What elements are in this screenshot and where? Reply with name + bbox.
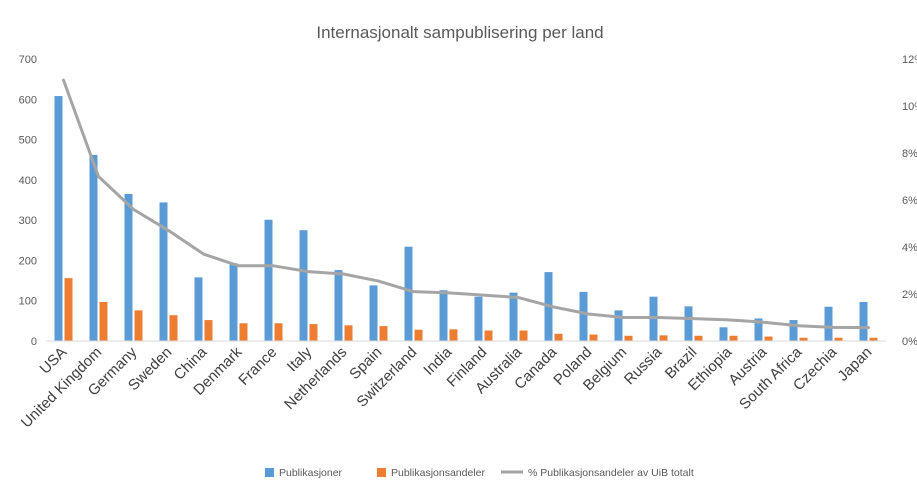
bar-publikasjoner — [614, 310, 623, 341]
bar-publikasjonsandeler — [274, 323, 283, 341]
bar-publikasjoner — [264, 219, 273, 341]
bar-publikasjonsandeler — [169, 315, 178, 341]
bar-publikasjoner — [334, 270, 343, 341]
y2-tick-label: 4% — [902, 242, 917, 254]
bar-publikasjoner — [229, 263, 238, 341]
bar-publikasjonsandeler — [449, 329, 458, 341]
bar-publikasjonsandeler — [134, 310, 143, 341]
y-axis-right: 0% 2% 4% 6% 8% 10% 12% — [902, 54, 917, 348]
bar-publikasjonsandeler — [239, 323, 248, 341]
bar-publikasjoner — [789, 320, 798, 341]
chart-title: Internasjonalt sampublisering per land — [316, 23, 603, 42]
bar-publikasjoner — [439, 290, 448, 341]
bar-publikasjoner — [369, 285, 378, 341]
bar-publikasjonsandeler — [414, 329, 423, 341]
y-tick-label: 200 — [19, 255, 37, 267]
y-tick-label: 400 — [19, 175, 37, 187]
y-tick-label: 0 — [31, 336, 37, 348]
y-axis-left: 0 100 200 300 400 500 600 700 — [19, 54, 37, 348]
y2-tick-label: 6% — [902, 195, 917, 207]
y-tick-label: 300 — [19, 215, 37, 227]
bar-publikasjoner — [859, 301, 868, 341]
y2-tick-label: 12% — [902, 54, 917, 66]
bar-publikasjoner — [89, 154, 98, 341]
bar-publikasjonsandeler — [624, 335, 633, 341]
y2-tick-label: 0% — [902, 336, 917, 348]
bar-publikasjonsandeler — [694, 335, 703, 341]
legend-label: Publikasjoner — [279, 467, 343, 479]
bar-publikasjoner — [54, 96, 63, 341]
bar-publikasjonsandeler — [519, 330, 528, 341]
y-tick-label: 500 — [19, 135, 37, 147]
legend-label: Publikasjonsandeler — [391, 467, 485, 479]
bar-publikasjoner — [754, 318, 763, 341]
bar-publikasjonsandeler — [729, 335, 738, 341]
line-series — [62, 78, 870, 330]
bar-publikasjoner — [824, 306, 833, 341]
y2-tick-label: 10% — [902, 101, 917, 113]
bar-publikasjonsandeler — [64, 278, 73, 341]
bar-publikasjonsandeler — [554, 333, 563, 341]
bars — [54, 96, 878, 341]
bar-publikasjonsandeler — [799, 337, 808, 341]
y-tick-label: 600 — [19, 94, 37, 106]
bar-publikasjonsandeler — [379, 326, 388, 341]
y-tick-label: 100 — [19, 296, 37, 308]
bar-publikasjonsandeler — [484, 330, 493, 341]
bar-publikasjonsandeler — [589, 334, 598, 341]
bar-publikasjonsandeler — [309, 324, 318, 341]
bar-publikasjoner — [159, 202, 168, 341]
bar-publikasjoner — [579, 291, 588, 341]
bar-publikasjoner — [509, 292, 518, 341]
bar-publikasjonsandeler — [99, 301, 108, 341]
legend-swatch — [265, 468, 274, 477]
legend-label: % Publikasjonsandeler av UiB totalt — [528, 467, 694, 479]
bar-publikasjonsandeler — [344, 325, 353, 341]
bar-publikasjonsandeler — [869, 337, 878, 341]
line-pct-publikasjonsandeler — [62, 78, 870, 330]
bar-publikasjoner — [684, 306, 693, 341]
bar-publikasjoner — [474, 296, 483, 341]
legend-swatch — [377, 468, 386, 477]
y-tick-label: 700 — [19, 54, 37, 66]
bar-publikasjonsandeler — [204, 320, 213, 341]
bar-publikasjoner — [719, 327, 728, 341]
legend: Publikasjoner Publikasjonsandeler % Publik… — [265, 467, 694, 479]
bar-publikasjoner — [124, 193, 133, 341]
bar-publikasjoner — [194, 277, 203, 341]
y2-tick-label: 2% — [902, 289, 917, 301]
bar-publikasjoner — [404, 246, 413, 341]
bar-publikasjonsandeler — [764, 336, 773, 341]
bar-publikasjonsandeler — [834, 337, 843, 341]
bar-publikasjoner — [299, 230, 308, 341]
y2-tick-label: 8% — [902, 148, 917, 160]
bar-publikasjonsandeler — [659, 335, 668, 341]
